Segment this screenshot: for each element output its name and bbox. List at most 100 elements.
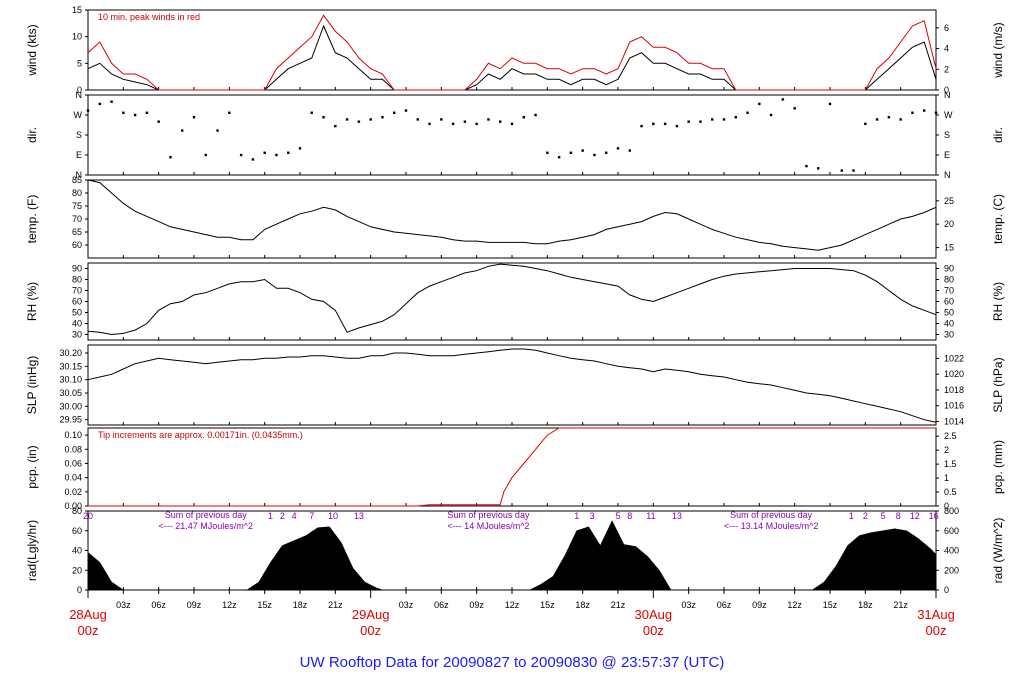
y-tick-label-right: 2	[944, 445, 949, 455]
pcp-series-line	[88, 427, 936, 507]
dir-point	[522, 116, 525, 119]
sun-hour-label: 13	[672, 511, 682, 521]
dir-point	[628, 149, 631, 152]
y-tick-label-left: 29.95	[59, 415, 82, 425]
precipitation-annotation: Tip increments are approx. 0.00171in. (0…	[98, 430, 303, 440]
sun-hour-label: 13	[354, 511, 364, 521]
y-tick-label-left: 60	[72, 526, 82, 536]
x-tick-label: 09z	[469, 600, 484, 610]
humidity-frame	[87, 262, 937, 341]
dir-point	[828, 102, 832, 106]
dir-point	[451, 122, 455, 126]
pressure-frame	[87, 344, 937, 426]
dir-point	[852, 169, 855, 172]
dir-point	[557, 156, 561, 159]
sum-value: <--- 14 MJoules/m^2	[447, 521, 529, 531]
y-tick-label-left: 75	[72, 201, 82, 211]
dir-point	[251, 158, 255, 161]
rh-series-line	[87, 263, 937, 336]
dir-point	[416, 118, 419, 121]
dir-point	[322, 116, 325, 119]
y-tick-label-right: 0.5	[944, 487, 957, 497]
y-tick-label-left: 0	[77, 585, 82, 595]
dir-point	[428, 122, 431, 126]
pressure-ylabel: SLP (inHg)	[25, 356, 39, 414]
dir-point	[310, 111, 313, 114]
sun-hour-label: 11	[646, 511, 655, 521]
dir-point	[593, 153, 596, 157]
y-tick-label-left: 80	[72, 188, 82, 198]
y-tick-label-right: 1	[944, 473, 949, 483]
x-tick-label: 15z	[540, 600, 555, 610]
y-tick-label-right: 4	[944, 44, 949, 54]
y-tick-label-right: 1016	[944, 401, 964, 411]
y-tick-label-left: 40	[72, 319, 82, 329]
dir-point	[298, 147, 302, 150]
humidity-ylabel: RH (%)	[25, 282, 39, 321]
dir-point	[616, 147, 620, 150]
dir-point	[475, 122, 478, 126]
x-tick-label: 03z	[681, 600, 696, 610]
y-tick-label-right: 40	[944, 319, 954, 329]
dir-point	[652, 122, 655, 126]
dir-point	[805, 164, 808, 168]
dir-point	[887, 116, 891, 119]
y-tick-label-left: 40	[72, 546, 82, 556]
y-tick-label-right: 1014	[944, 416, 964, 426]
dir-point	[769, 113, 773, 117]
y-tick-label-left: 30.00	[59, 401, 82, 411]
dir-point	[605, 151, 608, 154]
sun-hour-label: 20	[83, 511, 93, 521]
dir-point	[793, 107, 796, 110]
y-tick-label-right: 15	[944, 243, 954, 253]
dir-point	[817, 167, 820, 170]
y-tick-label-left: 70	[72, 286, 82, 296]
y-tick-label-right: 600	[944, 526, 959, 536]
temperature-ylabel: temp. (F)	[25, 195, 39, 244]
wind-annotation: 10 min. peak winds in red	[98, 12, 200, 22]
y-tick-label-left: 15	[72, 5, 82, 15]
x-tick-label: 21z	[328, 600, 343, 610]
dir-point	[287, 151, 290, 154]
y-tick-label-left: 70	[72, 214, 82, 224]
dir-point	[923, 109, 926, 112]
dir-point	[663, 122, 667, 126]
x-tick-label: 18z	[293, 600, 308, 610]
x-tick-label: 21z	[611, 600, 626, 610]
sun-hour-label: 8	[627, 511, 632, 521]
dir-point	[534, 113, 537, 117]
date-label-28aug: 28Aug	[69, 607, 107, 622]
dir-point	[98, 102, 101, 106]
dir-point	[357, 120, 361, 123]
precipitation-ylabel-right: pcp. (mm)	[991, 440, 1005, 494]
dir-point	[345, 118, 349, 121]
wind-frame	[87, 9, 937, 91]
y-tick-label-left: 0.04	[64, 473, 82, 483]
y-tick-label-left: 65	[72, 227, 82, 237]
x-tick-label: 18z	[858, 600, 873, 610]
dir-point	[122, 111, 125, 114]
temp-series-line	[87, 179, 937, 251]
x-tick-label: 12z	[787, 600, 802, 610]
x-tick-label: 15z	[257, 600, 272, 610]
y-tick-label-right: 0	[944, 501, 949, 511]
date-hour-label: 00z	[78, 623, 99, 638]
dir-point	[546, 151, 549, 154]
sun-hour-label: 5	[615, 511, 620, 521]
y-tick-label-left: 30.10	[59, 375, 82, 385]
dir-point	[510, 122, 514, 126]
dir-point	[440, 118, 443, 121]
pressure-panel: 29.95 30.00 30.05 30.10 30.15 30.20 1014 1016 10…	[25, 344, 1005, 426]
x-tick-label: 03z	[116, 600, 131, 610]
y-tick-label-right: 90	[944, 264, 954, 274]
y-tick-label-left: 60	[72, 297, 82, 307]
y-tick-label-left: E	[76, 150, 82, 160]
y-tick-label-left: 5	[77, 58, 82, 68]
x-tick-label: 18z	[575, 600, 590, 610]
date-label-30aug: 30Aug	[635, 607, 673, 622]
y-tick-label-left: 0.00	[64, 501, 82, 511]
dir-point	[463, 120, 467, 123]
dir-point	[487, 118, 490, 121]
